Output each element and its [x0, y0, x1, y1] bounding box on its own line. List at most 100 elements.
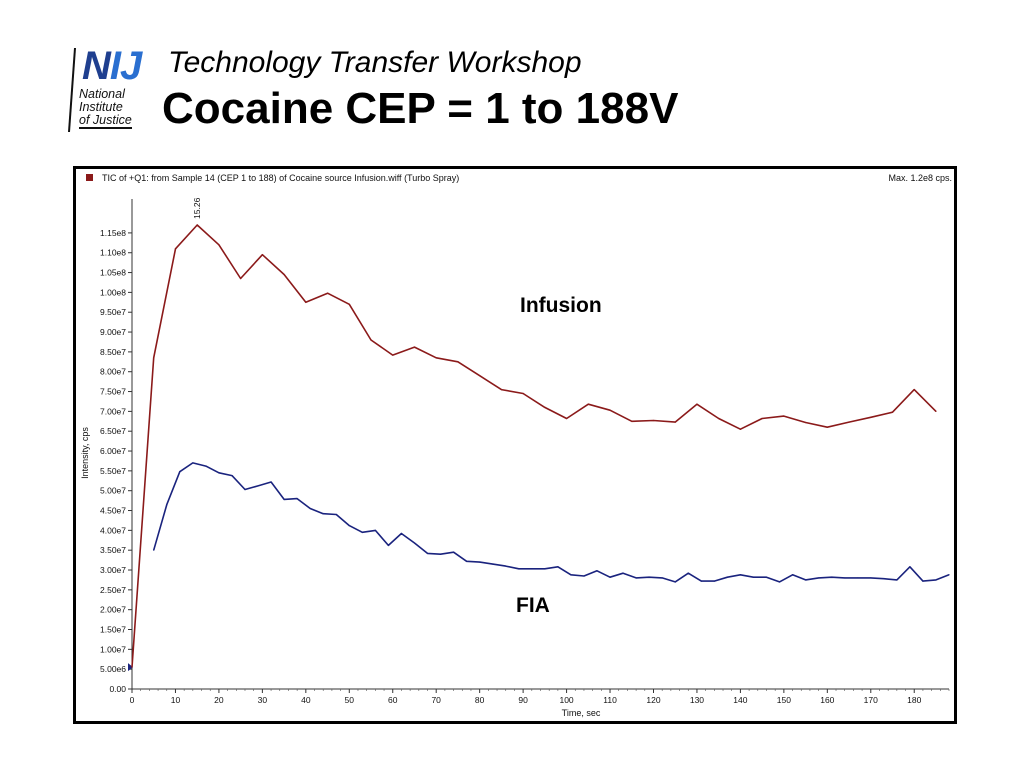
data-point-fia — [244, 488, 246, 491]
data-point-infusion — [131, 666, 133, 668]
data-point-fia — [166, 503, 168, 506]
data-point-infusion — [826, 426, 828, 428]
logo-nij-mark: NIJ — [82, 44, 142, 88]
data-point-fia — [518, 568, 520, 570]
y-tick-label: 7.50e7 — [100, 387, 126, 397]
y-tick-label: 2.50e7 — [100, 585, 126, 595]
data-point-fia — [635, 577, 637, 579]
data-point-fia — [283, 498, 285, 501]
y-tick-label: 2.00e7 — [100, 605, 126, 615]
data-point-infusion — [522, 392, 524, 395]
data-point-infusion — [348, 303, 350, 305]
data-point-fia — [844, 577, 846, 579]
data-point-fia — [557, 566, 559, 568]
data-point-fia — [739, 574, 742, 576]
x-tick-label: 140 — [733, 695, 747, 705]
y-tick-label: 1.15e8 — [100, 228, 126, 238]
data-point-infusion — [609, 409, 611, 411]
data-point-infusion — [326, 292, 329, 294]
x-tick-label: 70 — [431, 695, 441, 705]
data-point-fia — [192, 462, 194, 464]
data-point-fia — [674, 581, 676, 583]
data-point-infusion — [500, 388, 502, 391]
logo-line-3: of Justice — [79, 113, 132, 129]
data-point-infusion — [565, 417, 568, 420]
y-tick-label: 5.50e7 — [100, 466, 126, 476]
logo-line-1: National — [79, 87, 125, 101]
data-point-fia — [831, 576, 833, 578]
data-point-fia — [335, 513, 337, 516]
data-point-fia — [466, 560, 468, 562]
data-point-fia — [505, 565, 507, 567]
y-tick-label: 6.50e7 — [100, 426, 126, 436]
x-tick-label: 30 — [258, 695, 268, 705]
axes: 0.00 5.00e6 1.00e7 1.50e7 2.00e7 2.50e7 3.00e7… — [100, 197, 950, 705]
data-point-infusion — [848, 421, 850, 423]
data-point-infusion — [392, 354, 394, 356]
data-point-fia — [648, 576, 650, 578]
x-tick-label: 120 — [646, 695, 660, 705]
data-point-infusion — [435, 357, 437, 359]
data-point-fia — [596, 570, 598, 572]
logo-nij-text: NIJ — [82, 44, 142, 88]
slide-subtitle: Technology Transfer Workshop — [168, 46, 582, 79]
data-point-fia — [257, 485, 259, 487]
data-point-fia — [179, 471, 181, 473]
data-point-fia — [153, 549, 155, 551]
data-point-fia — [752, 576, 755, 578]
series-color-swatch — [86, 174, 93, 181]
data-point-fia — [726, 576, 728, 578]
y-tick-label: 6.00e7 — [100, 446, 126, 456]
x-tick-label: 180 — [907, 695, 921, 705]
data-point-fia — [883, 578, 885, 580]
x-tick-label: 90 — [518, 695, 528, 705]
data-point-infusion — [870, 416, 872, 418]
y-tick-label: 1.05e8 — [100, 268, 126, 278]
data-point-fia — [791, 574, 794, 576]
y-tick-label: 1.00e8 — [100, 287, 126, 297]
x-tick-label: 40 — [301, 695, 311, 705]
data-point-fia — [387, 544, 389, 547]
data-point-fia — [909, 566, 911, 568]
data-point-fia — [687, 572, 689, 574]
data-point-fia — [896, 579, 898, 581]
data-point-infusion — [413, 346, 416, 348]
slide-title: Cocaine CEP = 1 to 188V — [162, 84, 679, 133]
y-tick-label: 5.00e6 — [100, 664, 126, 674]
data-point-infusion — [913, 388, 915, 391]
data-point-fia — [439, 553, 442, 555]
data-point-infusion — [739, 428, 742, 430]
data-point-infusion — [674, 421, 676, 423]
data-point-fia — [948, 574, 950, 576]
y-tick-label: 3.50e7 — [100, 545, 126, 555]
y-axis-label: Intensity, cps — [80, 427, 90, 479]
x-tick-label: 160 — [820, 695, 834, 705]
data-point-fia — [818, 577, 820, 579]
data-point-fia — [531, 568, 533, 570]
chromatogram-chart: TIC of +Q1: from Sample 14 (CEP 1 to 188… — [80, 173, 952, 718]
x-tick-label: 150 — [777, 695, 791, 705]
data-point-infusion — [631, 420, 633, 422]
logo-subtext: National Institute of Justice — [79, 88, 132, 129]
data-point-fia — [661, 577, 663, 579]
data-point-fia — [426, 552, 429, 554]
data-point-fia — [922, 580, 924, 582]
data-point-infusion — [696, 403, 698, 405]
y-tick-label: 3.00e7 — [100, 565, 126, 575]
data-point-infusion — [218, 244, 220, 246]
data-point-fia — [413, 542, 416, 544]
data-point-fia — [583, 575, 585, 577]
logo-letter-n: N — [82, 44, 111, 88]
y-tick-label: 8.00e7 — [100, 367, 126, 377]
data-point-fia — [492, 563, 494, 565]
data-point-fia — [870, 577, 872, 579]
data-point-fia — [452, 551, 455, 553]
y-tick-label: 1.50e7 — [100, 625, 126, 635]
x-tick-label: 170 — [864, 695, 878, 705]
data-point-infusion — [935, 410, 937, 412]
y-tick-label: 4.00e7 — [100, 525, 126, 535]
series-line-infusion — [131, 224, 937, 668]
data-point-fia — [309, 507, 311, 510]
x-tick-label: 60 — [388, 695, 398, 705]
y-tick-label: 1.10e8 — [100, 248, 126, 258]
